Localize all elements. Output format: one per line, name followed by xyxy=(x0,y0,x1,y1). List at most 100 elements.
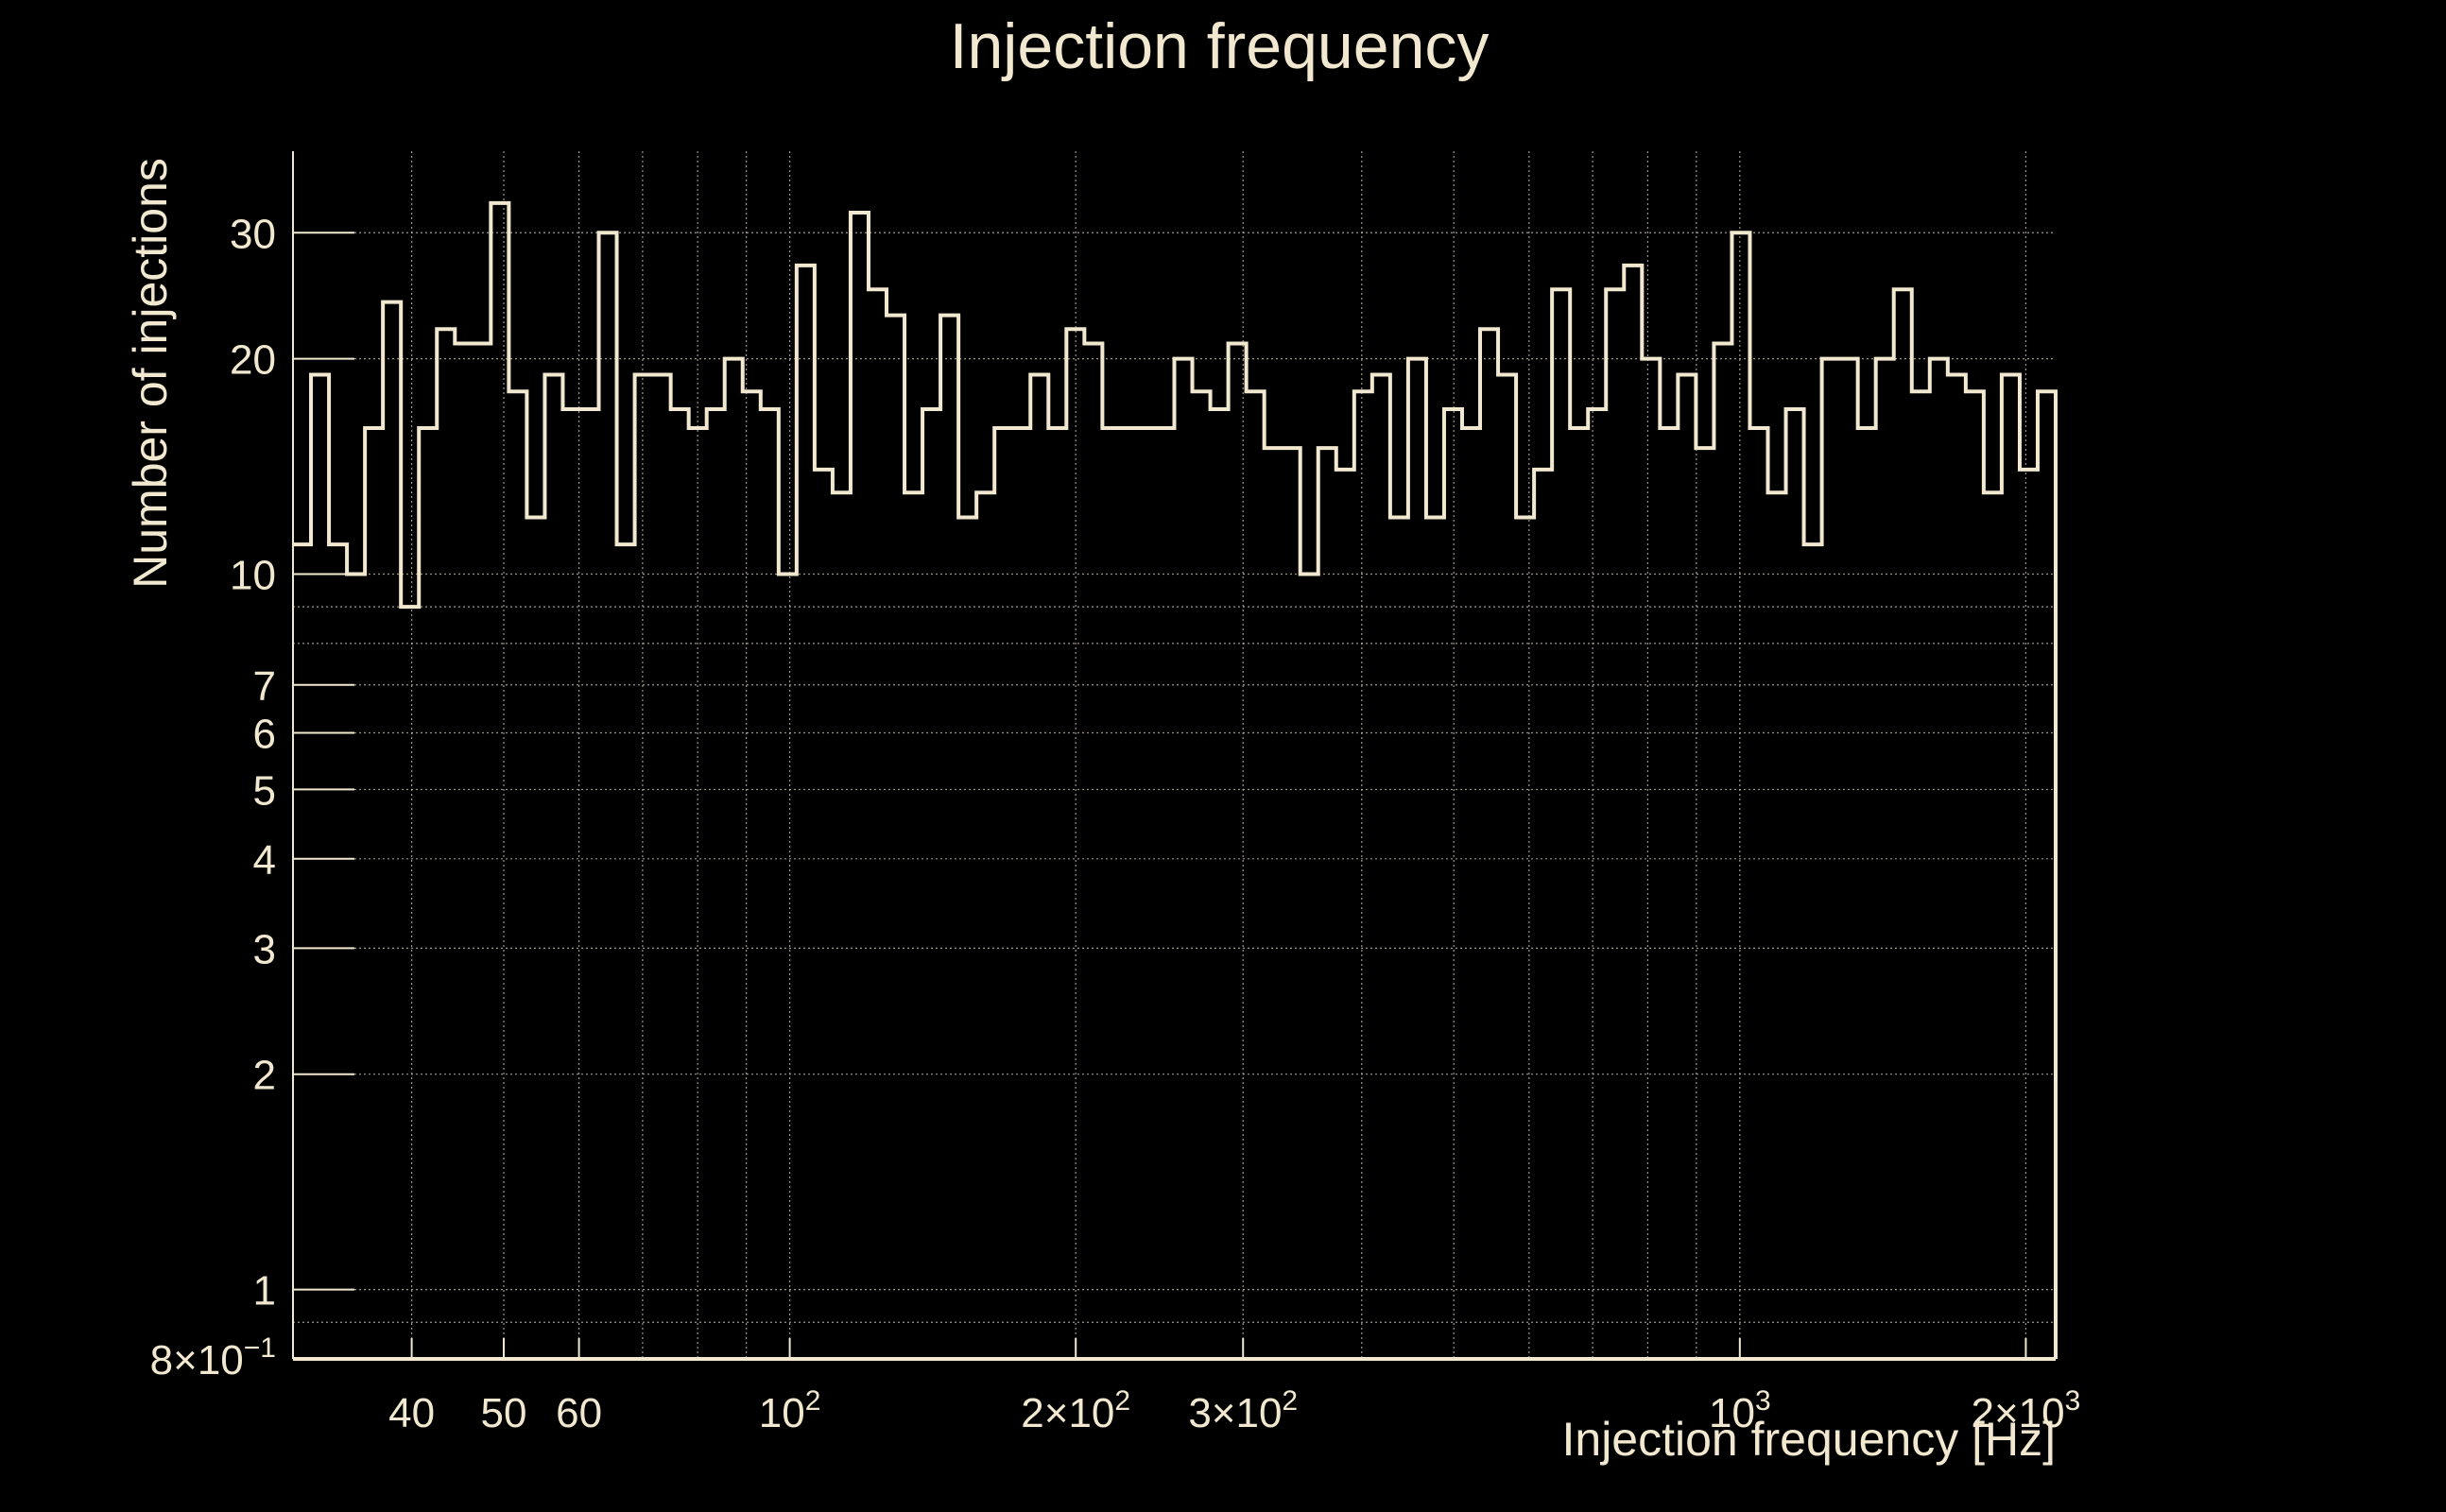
histogram-bin xyxy=(1516,518,1534,1359)
histogram-bin xyxy=(1426,518,1444,1359)
histogram-bin xyxy=(922,409,940,1359)
histogram-bin xyxy=(725,359,743,1359)
histogram-bin xyxy=(1498,374,1516,1359)
histogram-bin xyxy=(761,409,779,1359)
histogram-bin xyxy=(311,374,329,1359)
histogram-bin xyxy=(994,428,1012,1359)
histogram-bin xyxy=(653,374,671,1359)
histogram-bin xyxy=(1749,428,1767,1359)
y-tick-label: 5 xyxy=(253,767,276,814)
histogram-bin xyxy=(1066,329,1084,1359)
y-tick-label: 2 xyxy=(253,1053,276,1099)
histogram-bin xyxy=(1822,359,1840,1359)
chart-title: Injection frequency xyxy=(950,10,1490,82)
histogram-bin xyxy=(1840,359,1858,1359)
y-tick-label: 4 xyxy=(253,837,276,884)
histogram-bin xyxy=(1084,344,1102,1359)
histogram-bin xyxy=(1283,448,1301,1359)
x-tick-label: 102 xyxy=(759,1385,821,1436)
histogram-bin xyxy=(797,266,815,1359)
histogram-bin xyxy=(1912,391,1930,1359)
histogram-bin xyxy=(401,607,419,1359)
histogram-bin xyxy=(1336,470,1354,1359)
histogram-bin xyxy=(1175,359,1193,1359)
histogram-bin xyxy=(976,492,994,1359)
histogram-bin xyxy=(1768,492,1786,1359)
histogram-bin xyxy=(1102,428,1120,1359)
histogram-bin xyxy=(1229,344,1247,1359)
histogram-bin xyxy=(455,344,473,1359)
histogram-bin xyxy=(1984,492,2002,1359)
histogram-bin xyxy=(1301,575,1318,1359)
y-tick-label: 8×10−1 xyxy=(150,1332,276,1383)
histogram-bin xyxy=(779,575,797,1359)
x-tick-label: 50 xyxy=(481,1390,527,1436)
x-tick-label: 40 xyxy=(388,1390,435,1436)
histogram-bin xyxy=(293,544,311,1359)
histogram-bin xyxy=(1390,518,1408,1359)
histogram-bin xyxy=(1354,391,1372,1359)
histogram-bin xyxy=(1462,428,1480,1359)
x-tick-label: 103 xyxy=(1709,1385,1771,1436)
histogram-bin xyxy=(1120,428,1138,1359)
y-axis-ticks: 8×10−1 1 2 3 4 5 67 10 20 30 xyxy=(150,211,354,1383)
x-tick-label: 2×102 xyxy=(1021,1385,1130,1436)
histogram-outline xyxy=(293,200,2058,1359)
histogram-bin xyxy=(1696,448,1714,1359)
histogram-bin xyxy=(1534,470,1552,1359)
histogram-bin xyxy=(851,213,869,1359)
histogram-bin xyxy=(1552,289,1570,1359)
histogram-bin xyxy=(1211,409,1229,1359)
histogram-bin xyxy=(580,409,598,1359)
y-tick-label: 6 xyxy=(253,711,276,757)
histogram-bin xyxy=(1318,448,1336,1359)
histogram-bin xyxy=(869,289,887,1359)
x-tick-label: 3×102 xyxy=(1188,1385,1298,1436)
histogram-bin xyxy=(437,329,455,1359)
grid-lines xyxy=(293,151,2056,1359)
histogram-bin xyxy=(419,428,437,1359)
histogram-bin xyxy=(635,374,653,1359)
histogram-bin xyxy=(1030,374,1048,1359)
histogram-bin xyxy=(1012,428,1030,1359)
histogram-bin xyxy=(1606,289,1624,1359)
histogram-bin xyxy=(1804,544,1822,1359)
histogram-series xyxy=(293,200,2058,1359)
x-tick-label: 60 xyxy=(556,1390,602,1436)
histogram-bin xyxy=(383,302,401,1359)
y-tick-label: 30 xyxy=(230,211,276,257)
histogram-bin xyxy=(1894,289,1912,1359)
histogram-bin xyxy=(365,428,383,1359)
histogram-bin xyxy=(1660,428,1678,1359)
y-tick-label: 7 xyxy=(253,663,276,710)
histogram-bin xyxy=(2002,374,2020,1359)
histogram-bin xyxy=(940,316,958,1359)
histogram-bin xyxy=(617,544,635,1359)
histogram-bin xyxy=(1480,329,1498,1359)
y-tick-label: 10 xyxy=(230,553,276,599)
histogram-bin xyxy=(1048,428,1066,1359)
histogram-bin xyxy=(491,203,508,1359)
histogram-bin xyxy=(562,409,580,1359)
histogram-bin xyxy=(1966,391,1984,1359)
histogram-bin xyxy=(689,428,707,1359)
histogram-bin xyxy=(2038,391,2056,1359)
histogram-bin xyxy=(1714,344,1731,1359)
histogram-bin xyxy=(1876,359,1894,1359)
histogram-bin xyxy=(1858,428,1876,1359)
histogram-bin xyxy=(958,518,976,1359)
histogram-bin xyxy=(1444,409,1462,1359)
histogram-bin xyxy=(1193,391,1211,1359)
histogram-bin xyxy=(815,470,833,1359)
histogram-bin xyxy=(904,492,922,1359)
histogram-bin xyxy=(743,391,761,1359)
histogram-bin xyxy=(671,409,689,1359)
y-tick-label: 3 xyxy=(253,926,276,972)
histogram-bin xyxy=(329,544,347,1359)
histogram-bin xyxy=(1408,359,1426,1359)
histogram-bin xyxy=(2020,470,2038,1359)
histogram-bin xyxy=(347,575,365,1359)
histogram-bin xyxy=(473,344,491,1359)
x-tick-label: 2×103 xyxy=(1972,1385,2081,1436)
